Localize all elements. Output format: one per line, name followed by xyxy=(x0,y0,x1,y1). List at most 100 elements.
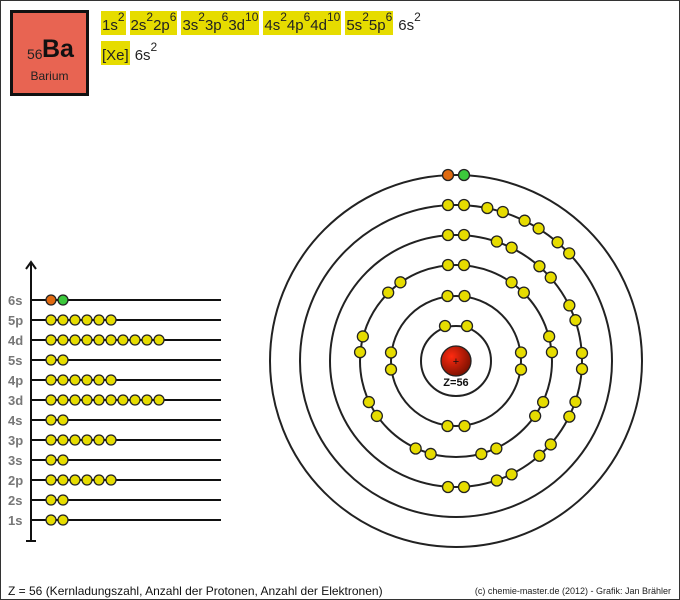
electron xyxy=(370,409,384,423)
electron xyxy=(543,330,556,343)
electron-count: 6 xyxy=(303,10,311,24)
element-tile: 56 Ba Barium xyxy=(10,10,89,96)
electron xyxy=(45,354,57,366)
electron-count: 2 xyxy=(146,10,154,24)
electron xyxy=(533,260,546,273)
electron xyxy=(441,228,455,242)
orbital: 2p xyxy=(153,17,170,34)
electron xyxy=(481,201,494,215)
electron xyxy=(441,480,455,494)
electron xyxy=(105,434,117,446)
electron xyxy=(81,374,93,386)
orbital: [Xe] xyxy=(102,47,129,64)
electron xyxy=(117,394,129,406)
energy-level-diagram: 6s 5p 4d 5s 4p 3d 4s 3p 3s 2p 2s 1s xyxy=(8,260,221,542)
electron xyxy=(81,394,93,406)
electron xyxy=(569,395,582,408)
electron xyxy=(153,334,165,346)
electron-configuration-short: [Xe] 6s2 xyxy=(101,41,158,65)
electron xyxy=(57,394,69,406)
electron xyxy=(45,434,57,446)
electron xyxy=(57,514,69,526)
electron xyxy=(45,294,57,306)
electron xyxy=(441,168,455,182)
electron xyxy=(45,494,57,506)
electron xyxy=(490,235,503,248)
nucleus-charge-sign: + xyxy=(453,356,459,368)
electron xyxy=(438,319,452,333)
electron xyxy=(518,214,531,227)
electron xyxy=(457,480,471,494)
electron xyxy=(551,236,564,249)
config-group: 5s25p6 xyxy=(345,10,394,35)
electron xyxy=(528,409,542,423)
energy-level-label: 5s xyxy=(8,353,22,368)
orbital: 6s xyxy=(134,47,151,64)
electron xyxy=(105,374,117,386)
electron xyxy=(394,276,407,289)
electron xyxy=(532,222,545,235)
electron xyxy=(490,474,503,487)
electron xyxy=(505,468,518,481)
electron xyxy=(544,438,557,451)
element-name: Barium xyxy=(30,69,69,83)
electron-count: 2 xyxy=(117,10,125,24)
config-group: 6s2 xyxy=(134,41,159,65)
orbital: 2s xyxy=(130,17,147,34)
element-symbol: Ba xyxy=(42,35,74,63)
orbital: 3s xyxy=(182,17,199,34)
orbital: 1s xyxy=(102,17,118,34)
electron xyxy=(441,258,455,272)
electron xyxy=(353,346,367,359)
electron xyxy=(57,334,69,346)
electron xyxy=(93,314,105,326)
electron xyxy=(384,363,398,376)
electron xyxy=(563,247,576,260)
electron xyxy=(117,334,129,346)
electron-count: 6 xyxy=(385,10,393,24)
electron xyxy=(57,414,69,426)
electron xyxy=(563,410,576,423)
electron-count: 2 xyxy=(280,10,287,24)
atomic-number: 56 xyxy=(27,46,43,62)
electron-shell xyxy=(329,234,583,488)
electron xyxy=(545,346,559,359)
electron-count: 2 xyxy=(362,10,369,24)
electron xyxy=(93,394,105,406)
energy-level-label: 3p xyxy=(8,433,23,448)
electron xyxy=(105,314,117,326)
energy-level-label: 5p xyxy=(8,313,23,328)
electron xyxy=(57,294,69,306)
electron xyxy=(563,299,576,312)
electron xyxy=(575,346,589,360)
electron xyxy=(409,442,422,455)
config-group: 2s22p6 xyxy=(129,10,178,35)
energy-level-label: 4d xyxy=(8,333,23,348)
electron xyxy=(57,474,69,486)
electron xyxy=(81,314,93,326)
electron xyxy=(45,414,57,426)
electron xyxy=(490,442,503,455)
electron xyxy=(105,334,117,346)
electron-count: 2 xyxy=(150,40,158,54)
electron xyxy=(141,394,153,406)
electron xyxy=(69,374,81,386)
electron xyxy=(45,474,57,486)
config-group: 6s2 xyxy=(397,11,422,35)
electron-count: 6 xyxy=(221,10,229,24)
electron xyxy=(457,198,471,212)
electron-count: 6 xyxy=(169,10,177,24)
electron xyxy=(45,314,57,326)
electron xyxy=(69,334,81,346)
electron xyxy=(45,374,57,386)
electron xyxy=(536,395,550,409)
electron xyxy=(514,363,528,376)
energy-level-label: 4s xyxy=(8,413,22,428)
electron xyxy=(93,434,105,446)
electron-count: 10 xyxy=(245,10,259,24)
bohr-model: + Z=56 xyxy=(269,168,643,548)
electron xyxy=(496,205,509,219)
electron xyxy=(57,454,69,466)
electron-count: 2 xyxy=(198,10,205,24)
